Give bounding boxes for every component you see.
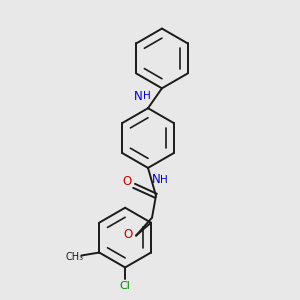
Text: Cl: Cl xyxy=(120,281,130,291)
Text: O: O xyxy=(124,228,133,241)
Text: CH₃: CH₃ xyxy=(65,251,83,262)
Text: N: N xyxy=(152,173,160,186)
Text: H: H xyxy=(143,91,151,101)
Text: O: O xyxy=(122,176,132,188)
Text: N: N xyxy=(134,90,142,103)
Text: H: H xyxy=(160,175,168,185)
